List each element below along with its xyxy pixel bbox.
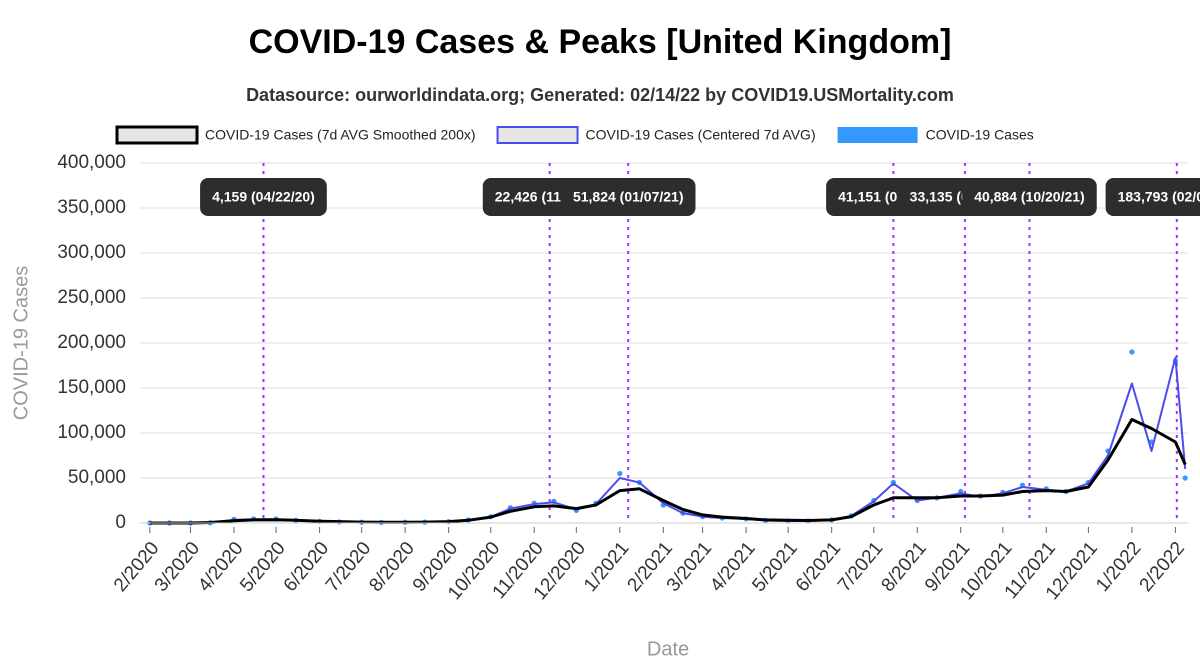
- x-tick-label: 4/2020: [194, 538, 247, 596]
- chart-title: COVID-19 Cases & Peaks [United Kingdom]: [249, 23, 952, 61]
- y-tick-label: 200,000: [57, 332, 126, 353]
- legend-swatch: [837, 127, 918, 143]
- y-tick-label: 50,000: [68, 467, 126, 488]
- y-tick-label: 350,000: [57, 197, 126, 218]
- y-axis-title: COVID-19 Cases: [10, 266, 32, 421]
- y-tick-label: 400,000: [57, 152, 126, 173]
- y-tick-label: 150,000: [57, 377, 126, 398]
- peak-annotation: 183,793 (02/02/22): [1105, 178, 1200, 216]
- peak-annotation: 40,884 (10/20/21): [962, 178, 1097, 216]
- x-tick-label: 6/2021: [792, 538, 845, 596]
- legend-swatch: [496, 126, 579, 144]
- peak-annotation: 4,159 (04/22/20): [200, 178, 327, 216]
- series-line: [149, 356, 1187, 524]
- annotation-box: [1105, 178, 1200, 216]
- annotation-label: 51,824 (01/07/21): [573, 189, 684, 205]
- series-line: [149, 418, 1187, 525]
- x-tick-label: 5/2021: [748, 538, 801, 596]
- legend-label: COVID-19 Cases (7d AVG Smoothed 200x): [205, 127, 476, 143]
- y-tick-label: 250,000: [57, 287, 126, 308]
- annotation-box: [200, 178, 327, 216]
- legend-label: COVID-19 Cases (Centered 7d AVG): [586, 127, 816, 143]
- legend-swatch: [115, 125, 199, 145]
- x-tick-label: 1/2021: [580, 538, 633, 596]
- annotation-box: [962, 178, 1097, 216]
- x-tick-label: 8/2020: [365, 538, 418, 596]
- x-tick-label: 2/2022: [1136, 538, 1189, 596]
- legend-label: COVID-19 Cases: [926, 127, 1034, 143]
- annotation-label: 40,884 (10/20/21): [974, 189, 1085, 205]
- x-tick-label: 7/2021: [834, 538, 887, 596]
- x-axis-title: Date: [647, 638, 689, 660]
- data-point: [1182, 475, 1188, 481]
- annotation-box: [560, 178, 696, 216]
- x-tick-label: 5/2020: [236, 538, 289, 596]
- x-tick-label: 1/2022: [1092, 538, 1145, 596]
- chart-subtitle: Datasource: ourworldindata.org; Generate…: [246, 85, 954, 105]
- y-tick-label: 300,000: [57, 242, 126, 263]
- annotation-label: 4,159 (04/22/20): [212, 189, 315, 205]
- annotation-label: 183,793 (02/02/22): [1118, 189, 1200, 205]
- x-tick-label: 3/2020: [151, 538, 204, 596]
- x-tick-label: 6/2020: [280, 538, 333, 596]
- x-tick-label: 7/2020: [322, 538, 375, 596]
- y-tick-label: 0: [115, 512, 126, 533]
- data-point: [617, 470, 623, 477]
- x-tick-label: 8/2021: [877, 538, 930, 596]
- peak-annotation: 51,824 (01/07/21): [560, 178, 696, 216]
- y-tick-label: 100,000: [57, 422, 126, 443]
- data-point: [1129, 349, 1135, 355]
- x-tick-label: 4/2021: [706, 538, 759, 596]
